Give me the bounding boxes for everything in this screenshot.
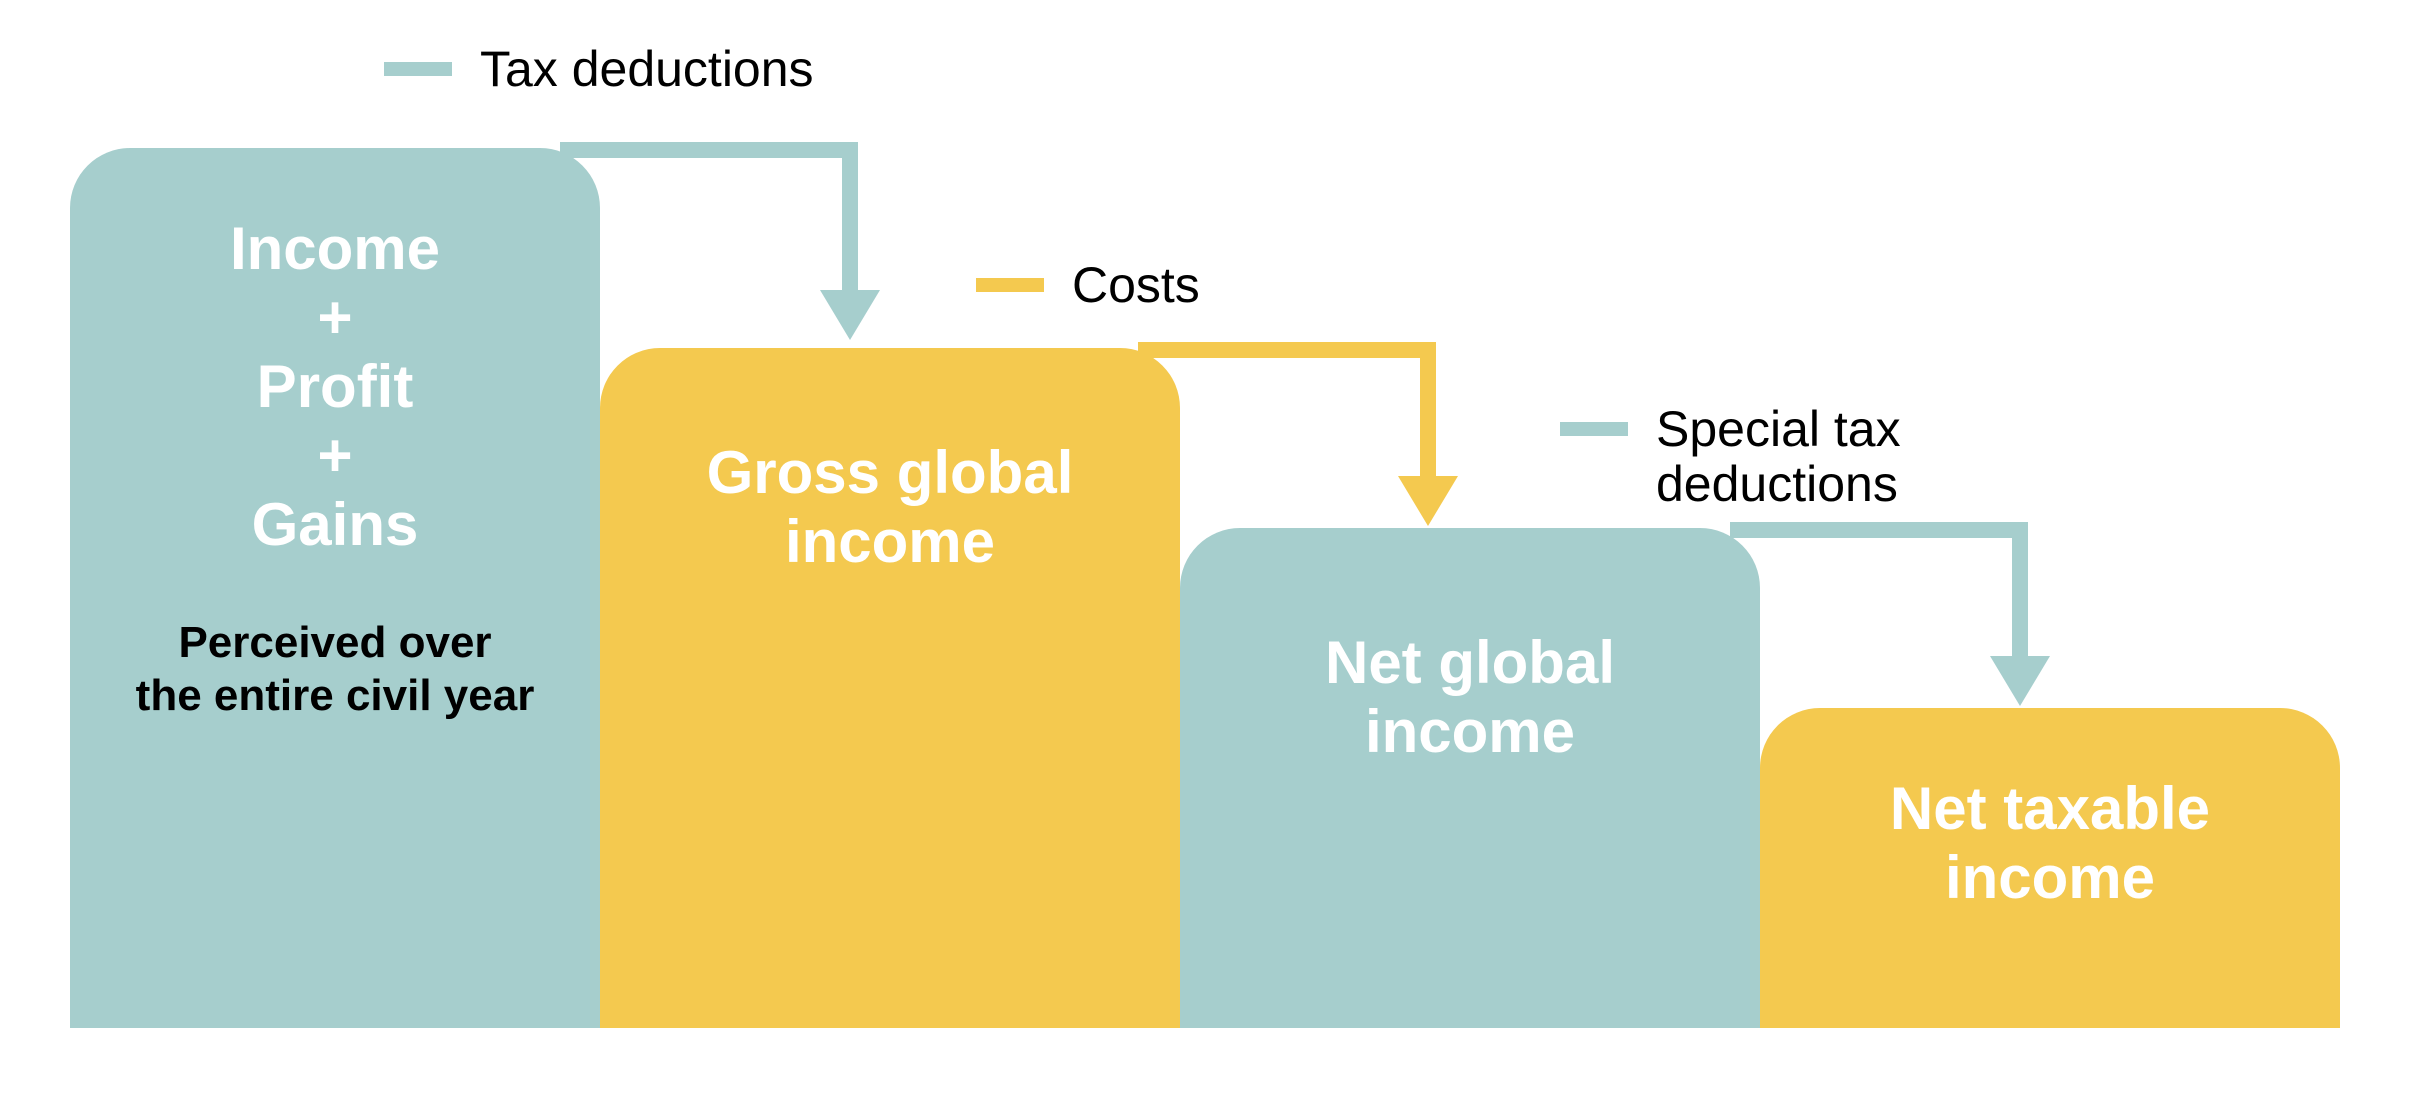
- deduction-costs: Costs: [976, 258, 1200, 313]
- subtext-line: Perceived over: [136, 617, 535, 670]
- arrow-down-icon: [1720, 520, 2060, 725]
- bar-income-title: Income + Profit + Gains: [230, 148, 440, 559]
- label-line: Tax deductions: [480, 42, 814, 97]
- title-line: income: [707, 507, 1074, 576]
- bar-net-taxable-income: Net taxable income: [1760, 708, 2340, 1028]
- title-line: Gains: [230, 490, 440, 559]
- minus-icon: [976, 278, 1044, 292]
- label-line: Special tax: [1656, 402, 1901, 457]
- bar-net-global-income: Net global income: [1180, 528, 1760, 1028]
- bar-nettaxable-title: Net taxable income: [1890, 708, 2210, 912]
- title-line: Gross global: [707, 438, 1074, 507]
- minus-icon: [384, 62, 452, 76]
- deduction-special-tax-deductions: Special tax deductions: [1560, 402, 1901, 512]
- bar-gross-title: Gross global income: [707, 348, 1074, 576]
- deduction-label: Costs: [1072, 258, 1200, 313]
- label-line: Costs: [1072, 258, 1200, 313]
- title-line: +: [230, 283, 440, 352]
- tax-waterfall-diagram: Income + Profit + Gains Perceived over t…: [0, 0, 2434, 1094]
- deduction-label: Special tax deductions: [1656, 402, 1901, 512]
- arrow-down-icon: [1128, 340, 1468, 545]
- bar-gross-global-income: Gross global income: [600, 348, 1180, 1028]
- deduction-label: Tax deductions: [480, 42, 814, 97]
- deduction-tax-deductions: Tax deductions: [384, 42, 814, 97]
- title-line: Income: [230, 214, 440, 283]
- title-line: income: [1890, 843, 2210, 912]
- arrow-down-icon: [550, 140, 890, 355]
- title-line: Net taxable: [1890, 774, 2210, 843]
- title-line: income: [1325, 697, 1615, 766]
- bar-netglobal-title: Net global income: [1325, 528, 1615, 766]
- title-line: Profit: [230, 352, 440, 421]
- title-line: +: [230, 421, 440, 490]
- subtext-line: the entire civil year: [136, 670, 535, 723]
- title-line: Net global: [1325, 628, 1615, 697]
- label-line: deductions: [1656, 457, 1901, 512]
- minus-icon: [1560, 422, 1628, 436]
- bar-income: Income + Profit + Gains Perceived over t…: [70, 148, 600, 1028]
- bar-income-subtext: Perceived over the entire civil year: [136, 559, 535, 723]
